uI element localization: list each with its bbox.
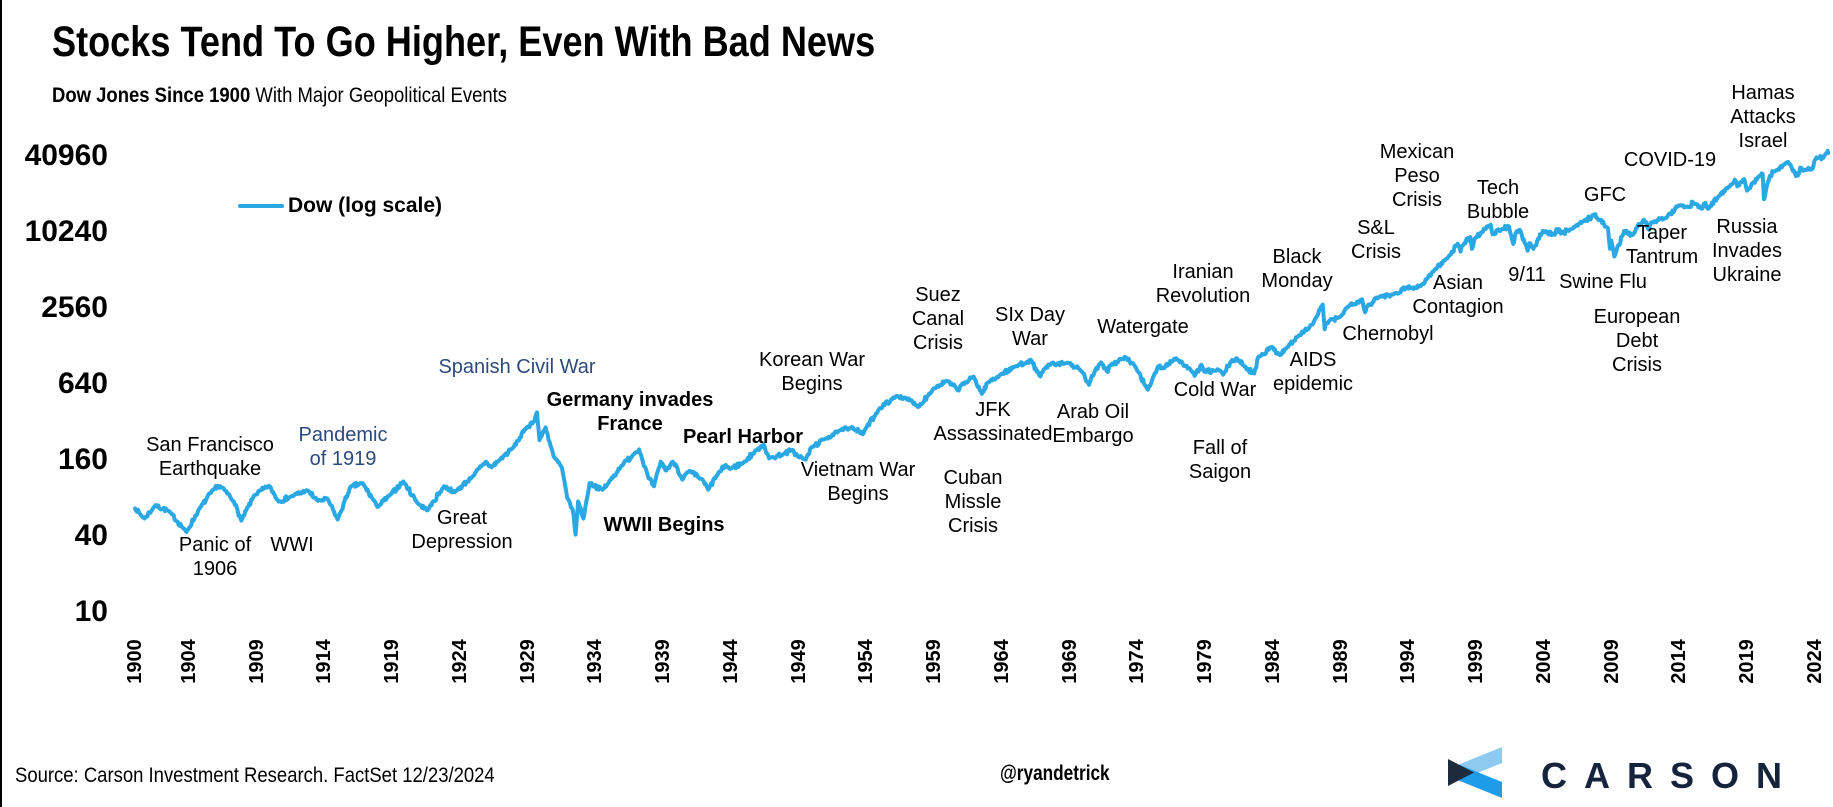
x-axis-label: 1979 xyxy=(1193,638,1216,684)
subtitle-regular-segment: With Major Geopolitical Events xyxy=(250,84,508,107)
x-axis-label: 1999 xyxy=(1464,638,1487,684)
event-annotation: 9/11 xyxy=(1508,264,1546,286)
event-annotation: Vietnam War Begins xyxy=(800,459,916,505)
event-annotation: Taper Tantrum xyxy=(1625,222,1699,268)
event-annotation: Watergate xyxy=(1097,316,1189,338)
x-axis-label: 1984 xyxy=(1261,638,1284,684)
event-annotation: Korean War Begins xyxy=(759,349,865,395)
x-axis-label: 2019 xyxy=(1735,638,1758,684)
y-axis-label: 40 xyxy=(74,519,108,552)
x-axis-label: 1964 xyxy=(990,638,1013,684)
x-axis-label: 1924 xyxy=(448,638,471,684)
x-axis-label: 2009 xyxy=(1600,638,1623,684)
event-annotation: Iranian Revolution xyxy=(1155,261,1251,307)
event-annotation: Great Depression xyxy=(411,507,513,553)
x-axis-label: 2024 xyxy=(1803,638,1826,684)
legend: Dow (log scale) xyxy=(238,194,442,218)
x-axis-label: 2014 xyxy=(1668,638,1691,684)
x-axis-label: 1939 xyxy=(651,638,674,684)
x-axis-label: 1934 xyxy=(584,638,607,684)
event-annotation: Fall of Saigon xyxy=(1188,437,1252,483)
event-annotation: S&L Crisis xyxy=(1351,217,1401,263)
event-annotation: Pearl Harbor xyxy=(682,426,804,448)
page-title: Stocks Tend To Go Higher, Even With Bad … xyxy=(52,18,876,66)
event-annotation: Tech Bubble xyxy=(1466,177,1530,223)
x-axis-label: 1994 xyxy=(1397,638,1420,684)
twitter-handle: @ryandetrick xyxy=(1000,762,1110,785)
event-annotation: Suez Canal Crisis xyxy=(911,284,965,354)
x-axis-label: 1909 xyxy=(245,638,268,684)
event-annotation: Arab Oil Embargo xyxy=(1052,401,1134,447)
event-annotation: AIDS epidemic xyxy=(1272,349,1354,395)
left-border-line xyxy=(0,0,2,807)
event-annotation: Swine Flu xyxy=(1559,271,1647,293)
y-axis-label: 10 xyxy=(74,595,108,628)
x-axis-label: 1969 xyxy=(1058,638,1081,684)
event-annotation: Spanish Civil War xyxy=(438,356,596,378)
x-axis-label: 1900 xyxy=(123,638,146,684)
x-axis-label: 1954 xyxy=(855,638,878,684)
y-axis-label: 2560 xyxy=(41,291,108,324)
x-axis-label: 1914 xyxy=(313,638,336,684)
event-annotation: Cold War xyxy=(1173,379,1257,401)
y-axis-label: 10240 xyxy=(24,215,108,248)
carson-chevron-icon xyxy=(1448,747,1502,798)
x-axis-label: 1929 xyxy=(516,638,539,684)
legend-line-swatch xyxy=(238,204,284,208)
x-axis-label: 1949 xyxy=(787,638,810,684)
carson-logo: CARSON xyxy=(1446,746,1799,799)
dow-line-series xyxy=(133,148,1831,537)
event-annotation: JFK Assassinated xyxy=(933,399,1053,445)
x-axis-label: 1904 xyxy=(177,638,200,684)
source-note: Source: Carson Investment Research. Fact… xyxy=(15,764,495,787)
carson-wordmark: CARSON xyxy=(1541,754,1800,796)
event-annotation: Hamas Attacks Israel xyxy=(1730,82,1796,152)
event-annotation: San Francisco Earthquake xyxy=(146,434,274,480)
x-axis-label: 1989 xyxy=(1329,638,1352,684)
event-annotation: WWII Begins xyxy=(603,514,725,536)
chart-subtitle: Dow Jones Since 1900 With Major Geopolit… xyxy=(52,84,569,108)
x-axis-label: 2004 xyxy=(1532,638,1555,684)
event-annotation: Chernobyl xyxy=(1342,323,1434,345)
event-annotation: European Debt Crisis xyxy=(1593,306,1681,376)
event-annotation: SIx Day War xyxy=(994,304,1066,350)
event-annotation: Cuban Missle Crisis xyxy=(943,467,1003,537)
event-annotation: Mexican Peso Crisis xyxy=(1379,141,1455,211)
legend-label: Dow (log scale) xyxy=(288,194,443,217)
event-annotation: WWI xyxy=(270,534,314,556)
y-axis-label: 40960 xyxy=(24,139,108,172)
y-axis-label: 640 xyxy=(57,367,108,400)
x-axis-label: 1944 xyxy=(719,638,742,684)
event-annotation: Pandemic of 1919 xyxy=(298,424,388,470)
event-annotation: Russia Invades Ukraine xyxy=(1711,216,1783,286)
event-annotation: COVID-19 xyxy=(1623,149,1717,171)
event-annotation: Asian Contagion xyxy=(1412,272,1504,318)
y-axis-label: 160 xyxy=(57,443,108,476)
x-axis-label: 1959 xyxy=(922,638,945,684)
event-annotation: Black Monday xyxy=(1261,246,1333,292)
subtitle-bold-segment: Dow Jones Since 1900 xyxy=(52,84,251,107)
event-annotation: Panic of 1906 xyxy=(178,534,252,580)
event-annotation: GFC xyxy=(1583,184,1627,206)
event-annotation: Germany invades France xyxy=(546,389,714,435)
x-axis-label: 1919 xyxy=(380,638,403,684)
x-axis-label: 1974 xyxy=(1126,638,1149,684)
